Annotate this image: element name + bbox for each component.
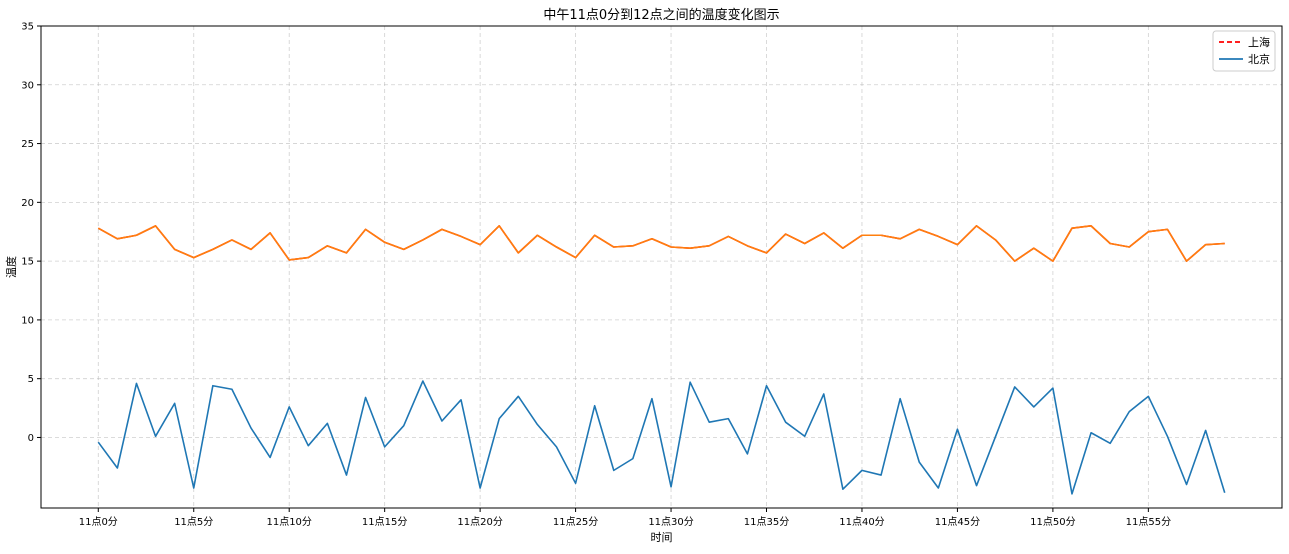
y-tick-label: 0 xyxy=(28,433,34,444)
series-lines xyxy=(97,225,1226,495)
y-axis-label: 温度 xyxy=(4,256,18,278)
x-tick-label: 11点25分 xyxy=(553,516,598,528)
legend-label-1: 北京 xyxy=(1248,52,1270,66)
chart-title: 中午11点0分到12点之间的温度变化图示 xyxy=(543,7,779,23)
legend-label-0: 上海 xyxy=(1248,35,1270,49)
x-tick-label: 11点35分 xyxy=(744,516,789,528)
plot-frame xyxy=(40,25,1283,509)
x-tick-label: 11点5分 xyxy=(174,516,213,528)
legend-box xyxy=(1212,30,1276,72)
x-axis-label: 时间 xyxy=(651,531,673,544)
x-tick-label: 11点55分 xyxy=(1126,516,1171,528)
y-tick-label: 25 xyxy=(21,139,34,150)
y-tick-label: 20 xyxy=(21,198,34,209)
x-tick-label: 11点15分 xyxy=(362,516,407,528)
series-line-overlay xyxy=(97,225,1225,262)
y-tick-label: 35 xyxy=(21,22,34,33)
y-tick-label: 10 xyxy=(21,315,34,326)
axis-ticks: 0 5 10 15 20 25 30 35 11点0分 11点5分 11点10分 11点15分 11点2… xyxy=(21,22,1171,529)
x-tick-label: 11点10分 xyxy=(266,516,311,528)
x-tick-label: 11点30分 xyxy=(648,516,693,528)
x-tick-label: 11点40分 xyxy=(839,516,884,528)
x-tick-label: 11点20分 xyxy=(457,516,502,528)
x-tick-label: 11点0分 xyxy=(79,516,118,528)
y-tick-label: 15 xyxy=(21,257,34,268)
series-line-1 xyxy=(97,380,1226,495)
y-tick-label: 5 xyxy=(28,374,34,385)
x-tick-label: 11点45分 xyxy=(935,516,980,528)
x-tick-label: 11点50分 xyxy=(1030,516,1075,528)
y-tick-label: 30 xyxy=(21,80,34,91)
